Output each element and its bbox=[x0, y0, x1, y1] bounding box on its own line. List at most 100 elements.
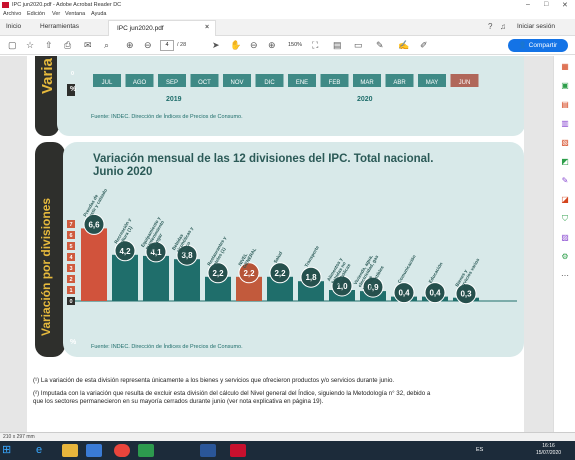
more-tools-icon[interactable]: ⚙ bbox=[561, 252, 569, 261]
minimize-icon[interactable]: – bbox=[526, 1, 530, 8]
sign-in-link[interactable]: Iniciar sesión bbox=[517, 23, 555, 30]
month-label: MAR bbox=[360, 80, 374, 86]
zoom-level[interactable]: 150% bbox=[288, 42, 303, 48]
y-tick-label: 0 bbox=[69, 299, 72, 305]
menu-bar: Archivo Edición Ver Ventana Ayuda bbox=[0, 10, 575, 19]
ie-icon[interactable]: e bbox=[36, 444, 43, 456]
value-label: 1,0 bbox=[336, 282, 348, 291]
comment-icon[interactable]: ▭ bbox=[354, 40, 363, 50]
clock-date: 15/07/2020 bbox=[536, 450, 562, 456]
y-tick-label: 6 bbox=[69, 233, 72, 239]
organize-pages-icon[interactable]: ▧ bbox=[561, 138, 569, 147]
close-tab-icon[interactable]: × bbox=[205, 24, 210, 31]
side-title: Variación por divisiones bbox=[39, 197, 53, 336]
title-bar: IPC jun2020.pdf - Adobe Acrobat Reader D… bbox=[0, 0, 575, 10]
acrobat-taskbar-icon[interactable] bbox=[230, 444, 246, 457]
tab-home[interactable]: Inicio bbox=[6, 23, 22, 30]
value-bubble bbox=[424, 282, 446, 304]
tab-tools[interactable]: Herramientas bbox=[40, 23, 80, 30]
menu-ver[interactable]: Ver bbox=[52, 11, 61, 17]
media-icon[interactable] bbox=[86, 444, 102, 457]
y-axis: 7 6 5 4 3 2 1 0 bbox=[67, 220, 75, 305]
explorer-icon[interactable] bbox=[62, 444, 78, 457]
export-pdf-icon[interactable]: ▦ bbox=[561, 62, 569, 71]
month-box bbox=[450, 74, 479, 87]
menu-archivo[interactable]: Archivo bbox=[3, 11, 22, 17]
top-side-band bbox=[35, 56, 59, 136]
chart-title-line: Variación mensual de las 12 divisiones d… bbox=[93, 153, 434, 165]
division-chart: 7 6 5 4 3 2 1 0 6,6 4,2 4,1 3,8 2,2 2,2 2,2 1,8 1,0 0,9 0… bbox=[35, 142, 524, 357]
menu-ayuda[interactable]: Ayuda bbox=[91, 11, 107, 17]
value-bubble bbox=[331, 275, 353, 297]
close-window-icon[interactable]: ✕ bbox=[562, 2, 568, 9]
share-button[interactable]: 👤 Compartir bbox=[508, 39, 568, 52]
email-icon[interactable]: ✉ bbox=[84, 40, 92, 50]
value-label: 2,2 bbox=[274, 269, 286, 278]
hand-tool-icon[interactable]: ✋ bbox=[230, 40, 242, 50]
notifications-icon[interactable]: ♫ bbox=[500, 22, 506, 31]
y-tick-box bbox=[67, 231, 75, 239]
search-icon[interactable]: ⌕ bbox=[104, 40, 110, 50]
y-tick-label: 5 bbox=[69, 244, 72, 250]
fill-sign-icon[interactable]: ✐ bbox=[420, 40, 428, 50]
menu-edicion[interactable]: Edición bbox=[27, 11, 46, 17]
year-2020: 2020 bbox=[357, 96, 373, 103]
comment-tool-icon[interactable]: ◩ bbox=[561, 157, 569, 166]
scan-icon[interactable]: ▨ bbox=[561, 233, 569, 242]
month-label: JUN bbox=[459, 80, 471, 86]
excel-icon[interactable] bbox=[138, 444, 154, 457]
footnote-1: (¹) La variación de esta división repres… bbox=[33, 377, 395, 384]
draw-icon[interactable]: ✍ bbox=[398, 40, 410, 50]
y-tick-box bbox=[67, 253, 75, 261]
start-icon[interactable]: ⊞ bbox=[2, 444, 12, 456]
print-icon[interactable]: ⎙ bbox=[64, 40, 72, 50]
bookmark-icon[interactable]: ☆ bbox=[26, 40, 35, 50]
value-bubble bbox=[207, 262, 229, 284]
edit-pdf-icon[interactable]: ▤ bbox=[561, 100, 569, 109]
chart-subtitle: Junio 2020 bbox=[93, 166, 153, 178]
value-bubble bbox=[145, 241, 167, 263]
select-tool-icon[interactable]: ➤ bbox=[212, 40, 220, 50]
help-icon[interactable]: ? bbox=[488, 22, 493, 31]
page-number-field[interactable]: 4 bbox=[160, 40, 174, 51]
maximize-icon[interactable]: □ bbox=[544, 1, 549, 8]
value-label: 1,8 bbox=[305, 273, 317, 282]
fill-sign-tool-icon[interactable]: ✎ bbox=[561, 176, 569, 185]
new-file-icon[interactable]: ▢ bbox=[8, 40, 17, 50]
menu-ventana[interactable]: Ventana bbox=[65, 11, 86, 17]
chrome-icon[interactable] bbox=[114, 444, 130, 457]
month-box bbox=[385, 74, 414, 87]
page-size: 210 x 297 mm bbox=[3, 434, 35, 440]
month-label: AGO bbox=[133, 80, 147, 86]
combine-files-icon[interactable]: ▥ bbox=[561, 119, 569, 128]
page-up-icon[interactable]: ⊕ bbox=[126, 40, 134, 50]
page-view-icon[interactable]: ▤ bbox=[333, 40, 342, 50]
document-viewer[interactable]: JUL AGO SEP OCT NOV DIC ENE FEB MAR ABR MAY JUN Var… bbox=[0, 56, 553, 432]
top-side-title: Varia bbox=[39, 58, 56, 94]
value-bubble bbox=[269, 262, 291, 284]
y-tick-box bbox=[67, 297, 75, 305]
word-icon[interactable] bbox=[200, 444, 216, 457]
bar bbox=[81, 228, 107, 301]
zoom-in-icon[interactable]: ⊕ bbox=[268, 40, 276, 50]
protect-icon[interactable]: ⛉ bbox=[562, 214, 568, 223]
value-bubble bbox=[83, 213, 105, 235]
page-total: / 28 bbox=[177, 42, 187, 48]
share-label: Compartir bbox=[528, 42, 558, 49]
language-indicator[interactable]: ES bbox=[476, 447, 484, 453]
highlight-icon[interactable]: ✎ bbox=[376, 40, 384, 50]
value-bubble bbox=[176, 244, 198, 266]
page-down-icon[interactable]: ⊖ bbox=[144, 40, 152, 50]
clock[interactable]: 16:16 15/07/2020 bbox=[536, 443, 561, 457]
value-bubble bbox=[455, 283, 477, 305]
upload-icon[interactable]: ⇧ bbox=[45, 40, 53, 50]
send-review-icon[interactable]: ◪ bbox=[561, 195, 569, 204]
tab-document[interactable]: IPC jun2020.pdf × bbox=[108, 20, 216, 36]
bars: 6,6 4,2 4,1 3,8 2,2 2,2 2,2 1,8 1,0 0,9 0,4 0,4 0,3 bbox=[75, 213, 517, 305]
more-icon[interactable]: ⋯ bbox=[561, 271, 569, 280]
fit-page-icon[interactable]: ⛶ bbox=[312, 40, 319, 50]
zoom-out-icon[interactable]: ⊖ bbox=[250, 40, 258, 50]
create-pdf-icon[interactable]: ▣ bbox=[561, 81, 569, 90]
footnote-2-cont: que los sectores permanecieron en su may… bbox=[33, 398, 324, 405]
y-tick-box bbox=[67, 275, 75, 283]
